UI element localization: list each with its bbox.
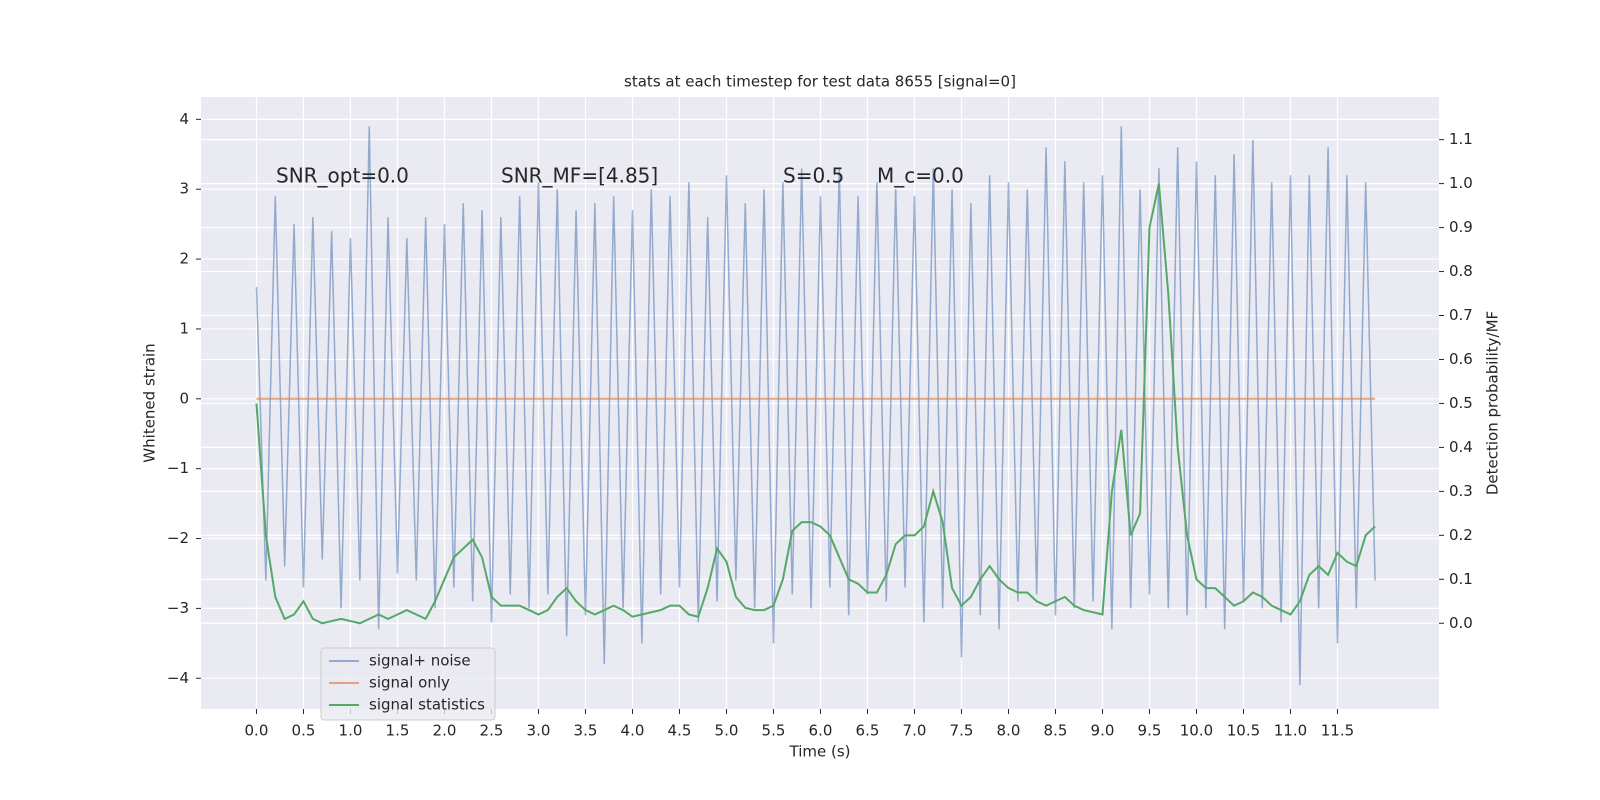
y2-tick-label: 0.7 — [1449, 306, 1473, 324]
y-tick-label: 2 — [179, 250, 189, 268]
x-tick-label: 5.0 — [715, 722, 739, 740]
legend-label: signal statistics — [369, 696, 485, 714]
y2-tick-label: 1.0 — [1449, 174, 1473, 192]
x-tick-label: 7.0 — [903, 722, 927, 740]
legend-label: signal+ noise — [369, 652, 471, 670]
y2-tick-label: 0.3 — [1449, 482, 1473, 500]
x-tick-label: 4.0 — [621, 722, 645, 740]
x-tick-label: 9.0 — [1091, 722, 1115, 740]
x-tick-label: 2.5 — [480, 722, 504, 740]
legend-box — [320, 647, 496, 721]
x-tick-label: 0.0 — [245, 722, 269, 740]
y-tick-label: −4 — [167, 669, 189, 687]
y-tick-label: −2 — [167, 529, 189, 547]
series-line — [255, 183, 1376, 625]
x-tick-label: 7.5 — [950, 722, 974, 740]
y-tick-label: −1 — [167, 459, 189, 477]
x-tick-label: 10.5 — [1227, 722, 1260, 740]
x-tick-label: 4.5 — [668, 722, 692, 740]
x-tick-label: 9.5 — [1138, 722, 1162, 740]
x-tick-label: 1.0 — [339, 722, 363, 740]
chart-title: stats at each timestep for test data 865… — [624, 73, 1016, 91]
x-tick-label: 11.5 — [1321, 722, 1354, 740]
y-axis-label: Whitened strain — [141, 343, 159, 462]
y2-tick-label: 0.5 — [1449, 394, 1473, 412]
y2-tick-label: 0.1 — [1449, 570, 1473, 588]
x-tick-label: 1.5 — [386, 722, 410, 740]
x-tick-label: 3.0 — [527, 722, 551, 740]
y2-tick-label: 0.6 — [1449, 350, 1473, 368]
y-tick-label: 1 — [179, 319, 189, 337]
annotation: M_c=0.0 — [877, 164, 964, 188]
x-tick-label: 8.0 — [997, 722, 1021, 740]
x-axis-label: Time (s) — [789, 743, 851, 761]
x-tick-label: 10.0 — [1180, 722, 1213, 740]
x-tick-label: 11.0 — [1274, 722, 1307, 740]
x-tick-label: 6.5 — [856, 722, 880, 740]
legend-label: signal only — [369, 674, 450, 692]
y2-tick-label: 0.2 — [1449, 526, 1473, 544]
x-tick-label: 5.5 — [762, 722, 786, 740]
legend: signal+ noise signal only signal statistic… — [320, 647, 496, 721]
y-tick-label: 3 — [179, 180, 189, 198]
annotation: S=0.5 — [783, 164, 844, 188]
y2-axis-label: Detection probability/MF — [1484, 311, 1502, 495]
x-tick-label: 3.5 — [574, 722, 598, 740]
y2-tick-label: 0.8 — [1449, 262, 1473, 280]
y2-tick-label: 0.4 — [1449, 438, 1473, 456]
annotation: SNR_opt=0.0 — [276, 164, 409, 188]
x-tick-label: 0.5 — [292, 722, 316, 740]
y-tick-label: 4 — [179, 110, 189, 128]
annotation: SNR_MF=[4.85] — [501, 164, 658, 188]
y2-tick-label: 1.1 — [1449, 130, 1473, 148]
y2-tick-label: 0.0 — [1449, 614, 1473, 632]
y-tick-label: −3 — [167, 599, 189, 617]
y-tick-label: 0 — [179, 389, 189, 407]
x-tick-label: 6.0 — [809, 722, 833, 740]
y2-tick-label: 0.9 — [1449, 218, 1473, 236]
x-tick-label: 2.0 — [433, 722, 457, 740]
x-tick-label: 8.5 — [1044, 722, 1068, 740]
